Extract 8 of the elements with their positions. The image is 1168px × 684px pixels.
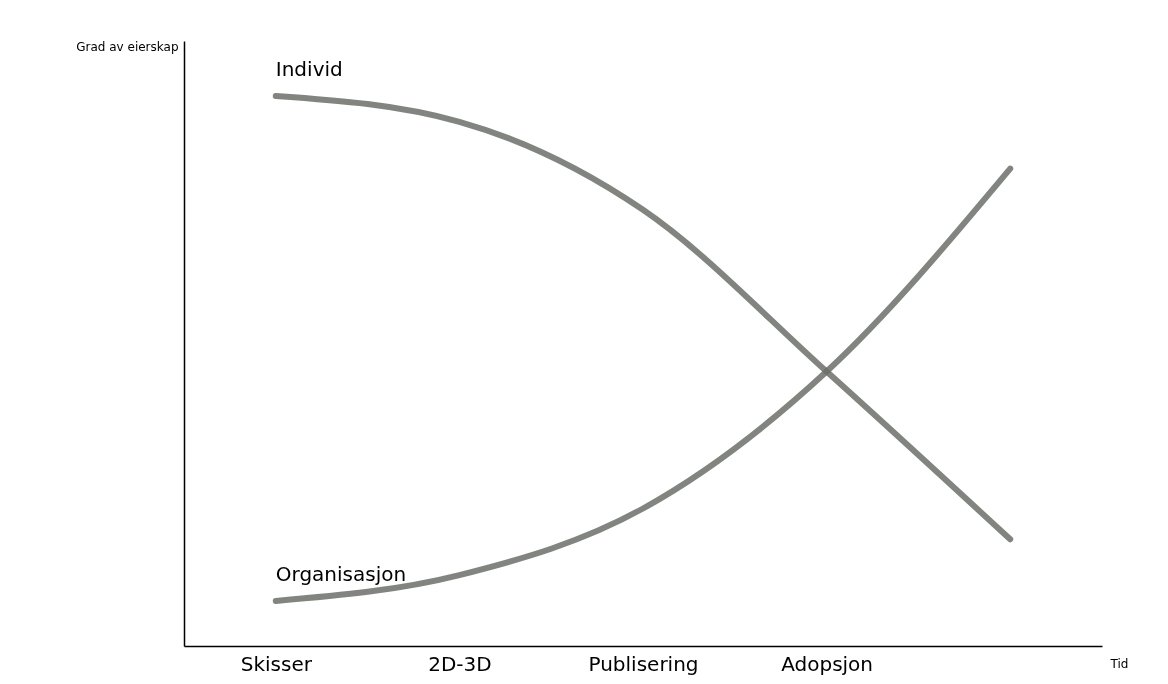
x-tick-label: 2D-3D bbox=[428, 651, 492, 676]
x-axis-title: Tid bbox=[1109, 656, 1129, 671]
x-tick-label: Publisering bbox=[588, 651, 699, 676]
series-label: Individ bbox=[275, 57, 343, 81]
x-tick-label: Adopsjon bbox=[781, 651, 874, 676]
y-axis-title: Grad av eierskap bbox=[76, 39, 179, 54]
x-tick-label: Skisser bbox=[240, 651, 313, 676]
series-label: Organisasjon bbox=[275, 561, 407, 586]
